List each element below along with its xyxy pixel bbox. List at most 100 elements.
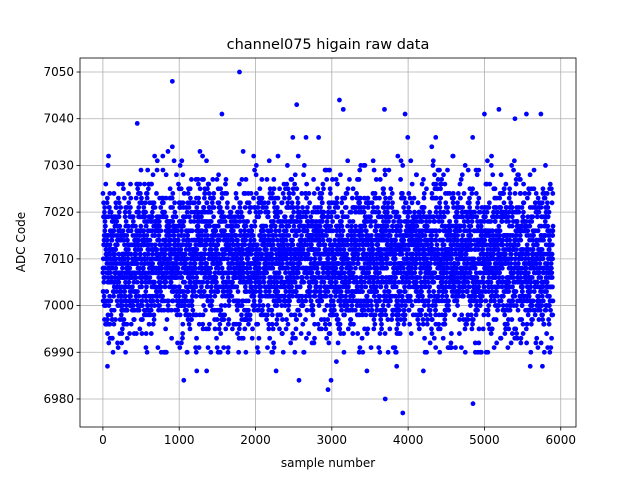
data-point [180, 200, 186, 206]
data-point [212, 326, 218, 332]
data-point [427, 265, 433, 271]
data-point [118, 205, 124, 210]
data-point [206, 326, 211, 332]
data-point [279, 223, 285, 229]
data-point [354, 275, 359, 280]
data-point [243, 237, 249, 243]
data-point [113, 256, 119, 262]
data-point [304, 228, 310, 234]
data-point [317, 223, 323, 229]
data-point [135, 186, 141, 192]
data-point [465, 317, 471, 322]
data-point [142, 200, 148, 206]
data-point [157, 256, 163, 262]
data-point [160, 153, 166, 159]
data-point [280, 261, 285, 266]
data-point [178, 270, 184, 276]
data-point [286, 223, 292, 229]
data-point [342, 195, 348, 201]
data-point [126, 247, 131, 252]
data-point [116, 209, 122, 215]
data-point [365, 195, 371, 201]
data-point [232, 214, 238, 220]
data-point [305, 251, 311, 257]
data-point [195, 177, 201, 182]
data-point [205, 186, 210, 192]
data-point [252, 303, 258, 308]
data-point [437, 205, 443, 210]
data-point [107, 242, 113, 248]
data-point [380, 303, 386, 308]
data-point [258, 289, 263, 294]
data-point [341, 331, 347, 336]
data-point [436, 321, 442, 327]
data-point [248, 279, 254, 285]
data-point [107, 321, 113, 327]
data-point [162, 284, 168, 290]
data-point [394, 209, 400, 215]
data-point [470, 321, 475, 327]
data-point [318, 284, 323, 290]
data-point [245, 256, 251, 262]
data-point [284, 181, 290, 187]
data-point [394, 326, 400, 332]
data-point [455, 261, 461, 266]
data-point [154, 247, 160, 252]
data-point [139, 303, 145, 308]
data-point [214, 247, 219, 252]
data-point [311, 340, 317, 346]
data-point [434, 242, 440, 248]
data-point [299, 275, 305, 280]
data-point [421, 205, 427, 210]
data-point [218, 331, 224, 336]
data-point [442, 312, 448, 318]
data-point [473, 191, 479, 196]
data-point [400, 163, 406, 168]
data-point [174, 172, 179, 178]
data-point [250, 233, 256, 238]
data-point [225, 349, 231, 355]
data-point [292, 181, 298, 187]
data-point [274, 205, 280, 210]
data-point [330, 298, 336, 304]
data-point [213, 228, 219, 234]
data-point [440, 335, 446, 341]
data-point [143, 293, 149, 299]
data-point [361, 307, 367, 313]
data-point [406, 279, 412, 285]
data-point [183, 214, 189, 220]
data-point [290, 242, 296, 248]
data-point [136, 307, 142, 313]
data-point [377, 298, 383, 304]
data-point [174, 261, 180, 266]
data-point [211, 195, 216, 201]
data-point [328, 293, 334, 299]
data-point [274, 317, 280, 322]
data-point [319, 326, 324, 332]
data-point [137, 191, 143, 196]
data-point [347, 177, 352, 182]
data-point [279, 331, 285, 336]
data-point [116, 251, 122, 257]
data-point [390, 200, 395, 206]
data-point [472, 265, 478, 271]
data-point [429, 144, 435, 150]
data-point [476, 284, 482, 290]
data-point [214, 335, 219, 341]
data-point [218, 205, 223, 210]
data-point [184, 349, 190, 355]
data-point [158, 284, 164, 290]
data-point [175, 237, 181, 243]
data-point [225, 200, 230, 206]
data-point [187, 312, 193, 318]
data-point [475, 307, 480, 313]
data-point [362, 223, 368, 229]
data-point [389, 205, 395, 210]
data-point [245, 219, 250, 224]
data-point [355, 251, 361, 257]
data-point [383, 195, 388, 201]
data-point [160, 293, 165, 299]
data-point [300, 321, 306, 327]
data-point [275, 289, 281, 294]
data-point [271, 219, 276, 224]
